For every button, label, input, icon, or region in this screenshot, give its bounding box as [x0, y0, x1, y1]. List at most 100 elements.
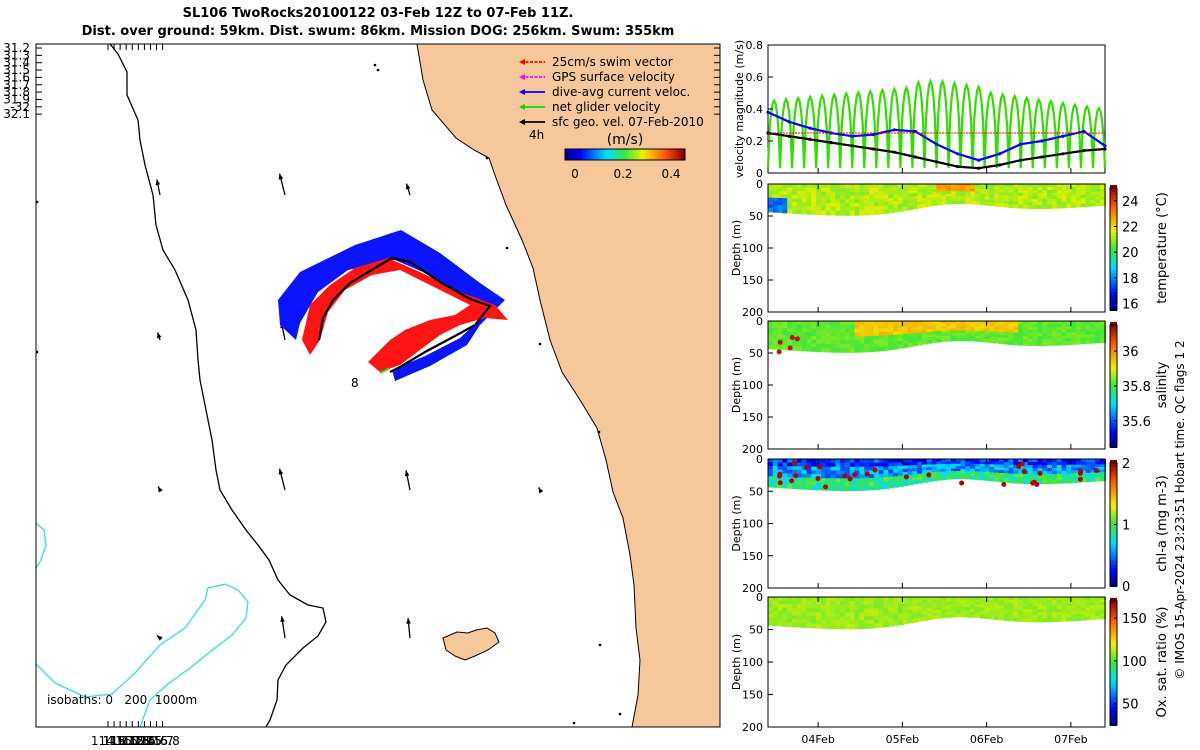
- section-cell: [1090, 605, 1097, 609]
- section-cell: [1013, 186, 1020, 191]
- section-cell: [1023, 189, 1030, 194]
- section-cell: [864, 608, 871, 614]
- section-cell: [941, 191, 948, 195]
- section-cell: [1037, 603, 1044, 608]
- velocity-point: [892, 150, 896, 154]
- section-cell: [921, 189, 928, 194]
- section-cell: [1018, 467, 1025, 472]
- section-cell: [801, 477, 808, 483]
- section-cell: [907, 603, 914, 608]
- section-cell: [787, 622, 794, 628]
- section-cell: [883, 184, 890, 189]
- time-tick-label: 06Feb: [970, 733, 1003, 746]
- section-cell: [825, 187, 832, 193]
- section-cell: [974, 186, 981, 190]
- section-cell: [1027, 606, 1034, 611]
- section-cell: [1008, 476, 1015, 481]
- section-cell: [820, 324, 827, 330]
- chl-a-high-dot: [815, 476, 821, 482]
- section-cell: [1095, 605, 1102, 609]
- section-cell: [801, 597, 808, 602]
- section-cell: [806, 328, 813, 334]
- section-cell: [854, 482, 861, 488]
- section-cell: [926, 186, 933, 191]
- section-colorbar-cell: [1110, 507, 1117, 512]
- section-cell: [974, 602, 981, 606]
- section-cell: [873, 339, 880, 345]
- section-cell: [811, 328, 818, 334]
- section-cell: [936, 461, 943, 466]
- section-cell: [878, 339, 885, 344]
- section-cell: [921, 340, 928, 345]
- velocity-point: [892, 128, 896, 132]
- section-cell: [893, 607, 900, 612]
- section-cell: [782, 335, 789, 340]
- section-cell: [806, 470, 813, 475]
- section-colorbar-cell: [1110, 238, 1117, 243]
- section-cell: [921, 599, 928, 604]
- section-cell: [970, 459, 977, 463]
- section-cell: [825, 620, 832, 626]
- section-cell: [1047, 615, 1054, 620]
- section-cell: [849, 616, 856, 622]
- section-cell: [960, 468, 967, 473]
- section-cell: [1075, 464, 1082, 469]
- section-cell: [1100, 599, 1106, 604]
- section-cell: [1032, 618, 1039, 623]
- section-cell: [893, 331, 900, 336]
- section-cell: [1066, 470, 1073, 475]
- section-cell: [859, 459, 866, 464]
- section-cell: [989, 474, 996, 479]
- sfc-velocity-arrow: [405, 183, 411, 196]
- section-cell: [830, 321, 837, 326]
- section-cell: [989, 323, 996, 328]
- map-colorbar-cell: [599, 149, 602, 160]
- section-cell: [859, 474, 866, 480]
- section-cell: [849, 608, 856, 614]
- section-cell: [931, 194, 938, 199]
- section-cell: [936, 612, 943, 617]
- section-cell: [1090, 192, 1097, 196]
- section-cell: [955, 200, 962, 205]
- section-cell: [787, 618, 794, 624]
- section-cell: [1003, 473, 1010, 478]
- section-cell: [1051, 615, 1058, 620]
- section-cell: [1023, 195, 1030, 200]
- section-cell: [840, 328, 847, 334]
- section-cell: [955, 606, 962, 611]
- section-cell: [1090, 469, 1097, 474]
- section-colorbar-cell: [1110, 648, 1117, 653]
- section-cell: [1003, 337, 1010, 342]
- section-cell: [806, 195, 813, 200]
- map-colorbar-cell: [657, 149, 660, 160]
- section-cell: [854, 466, 861, 472]
- section-cell: [816, 619, 823, 625]
- section-cell: [1080, 616, 1087, 621]
- section-cell: [787, 604, 794, 609]
- section-cell: [1095, 459, 1102, 463]
- section-cell: [849, 604, 856, 610]
- section-cell: [1027, 600, 1034, 605]
- section-cell: [888, 483, 895, 489]
- section-cell: [878, 321, 885, 326]
- section-cell: [998, 597, 1005, 601]
- section-cell: [893, 597, 900, 602]
- section-colorbar-cell: [1110, 497, 1117, 502]
- section-colorbar-cell: [1110, 378, 1117, 383]
- section-cell: [1075, 326, 1082, 331]
- section-cell: [955, 599, 962, 603]
- section-cell: [936, 191, 943, 196]
- section-cell: [955, 321, 962, 325]
- section-cell: [1061, 332, 1068, 337]
- section-cell: [820, 191, 827, 197]
- section-cell: [974, 471, 981, 475]
- section-cell: [811, 597, 818, 602]
- section-cell: [878, 191, 885, 196]
- section-cell: [1095, 199, 1102, 204]
- section-cell: [1047, 477, 1054, 482]
- section-cell: [1037, 612, 1044, 617]
- map-colorbar-cell: [605, 149, 608, 160]
- section-colorbar-cell: [1110, 567, 1117, 572]
- section-cell: [994, 326, 1001, 331]
- section-cell: [907, 324, 914, 329]
